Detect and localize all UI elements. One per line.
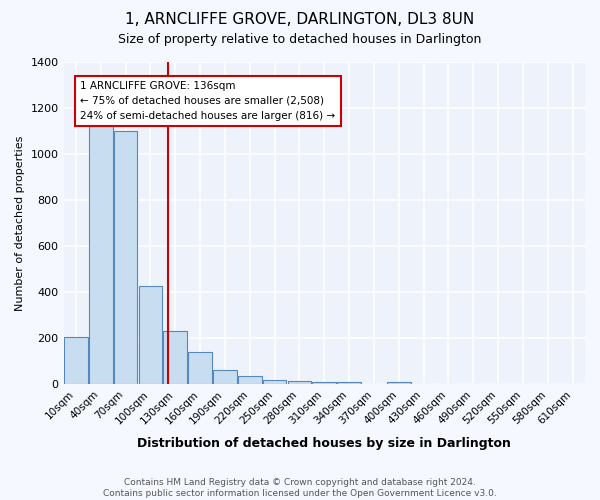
Bar — [64, 337, 88, 384]
Text: Contains HM Land Registry data © Crown copyright and database right 2024.
Contai: Contains HM Land Registry data © Crown c… — [103, 478, 497, 498]
Bar — [337, 382, 361, 384]
Text: 1 ARNCLIFFE GROVE: 136sqm
← 75% of detached houses are smaller (2,508)
24% of se: 1 ARNCLIFFE GROVE: 136sqm ← 75% of detac… — [80, 81, 335, 120]
Bar — [387, 382, 410, 384]
Bar — [313, 382, 336, 384]
Text: Size of property relative to detached houses in Darlington: Size of property relative to detached ho… — [118, 32, 482, 46]
Bar — [89, 126, 113, 384]
Bar — [188, 352, 212, 384]
Bar — [213, 370, 237, 384]
Bar — [114, 130, 137, 384]
Y-axis label: Number of detached properties: Number of detached properties — [15, 135, 25, 310]
Bar — [263, 380, 286, 384]
Text: 1, ARNCLIFFE GROVE, DARLINGTON, DL3 8UN: 1, ARNCLIFFE GROVE, DARLINGTON, DL3 8UN — [125, 12, 475, 28]
Bar — [163, 331, 187, 384]
Bar — [238, 376, 262, 384]
X-axis label: Distribution of detached houses by size in Darlington: Distribution of detached houses by size … — [137, 437, 511, 450]
Bar — [139, 286, 162, 384]
Bar — [287, 382, 311, 384]
